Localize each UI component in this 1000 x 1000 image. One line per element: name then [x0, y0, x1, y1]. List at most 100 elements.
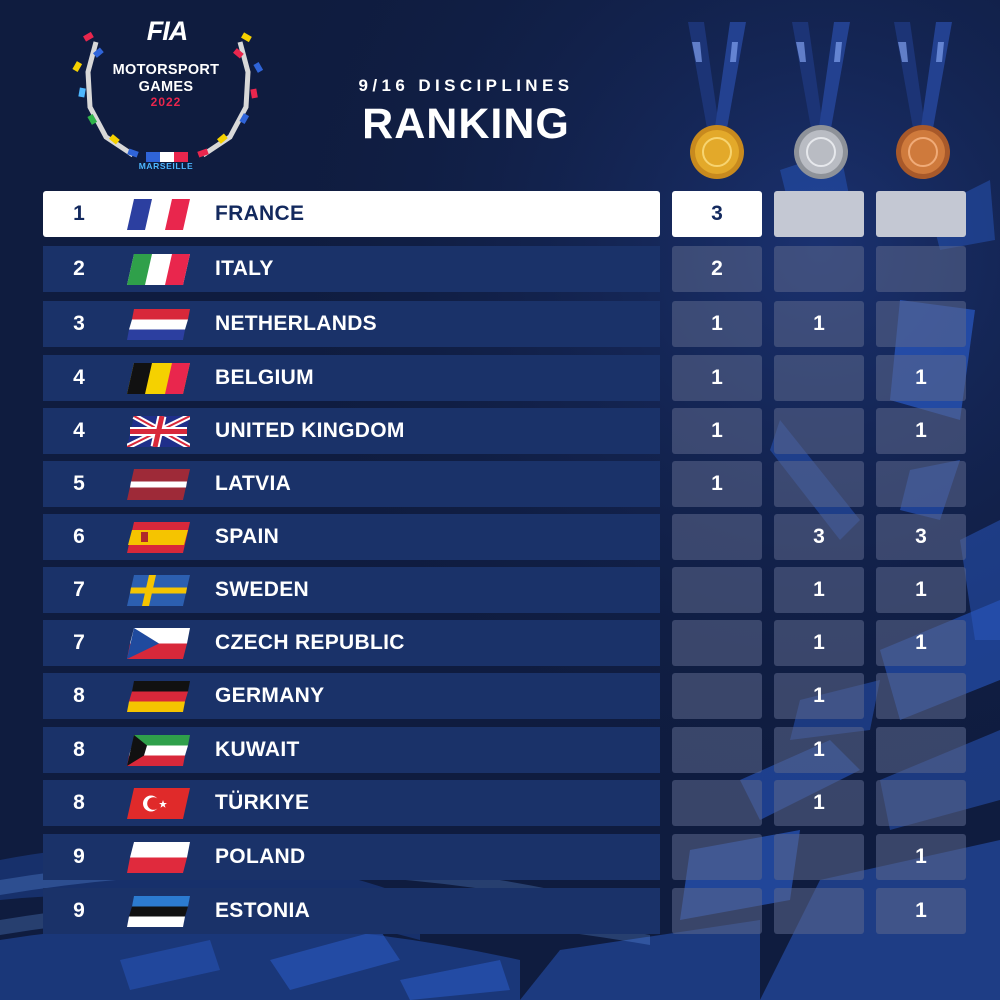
- silver-count: [774, 355, 864, 401]
- logo-year: 2022: [150, 95, 182, 109]
- rank: 9: [73, 845, 85, 868]
- gold-count: 1: [672, 461, 762, 507]
- italy-flag-icon: [127, 254, 190, 285]
- country-name: FRANCE: [215, 202, 305, 225]
- bronze-count: 1: [876, 567, 966, 613]
- table-row: 9 ESTONIA: [43, 888, 660, 934]
- gold-count: 3: [672, 191, 762, 237]
- country-name: CZECH REPUBLIC: [215, 631, 405, 654]
- fia-logo-text: FIA: [146, 16, 189, 46]
- bronze-count: [876, 301, 966, 347]
- table-row: 6 SPAIN: [43, 514, 660, 560]
- czech-republic-flag-icon: [127, 628, 190, 659]
- bronze-count: 1: [876, 834, 966, 880]
- bronze-count: 1: [876, 888, 966, 934]
- netherlands-flag-icon: [127, 309, 190, 340]
- country-name: ITALY: [215, 257, 274, 280]
- country-name: SWEDEN: [215, 578, 309, 601]
- silver-count: 1: [774, 780, 864, 826]
- table-row: 7 SWEDEN: [43, 567, 660, 613]
- country-name: ESTONIA: [215, 899, 311, 922]
- silver-count: 1: [774, 567, 864, 613]
- country-name: SPAIN: [215, 525, 280, 548]
- bronze-count: [876, 246, 966, 292]
- bronze-count: [876, 673, 966, 719]
- gold-count: 1: [672, 408, 762, 454]
- logo-city: MARSEILLE: [138, 161, 194, 171]
- rank: 8: [73, 684, 85, 707]
- silver-count: [774, 461, 864, 507]
- table-row: 4 UNITED KINGDOM: [43, 408, 660, 454]
- turkiye-flag-icon: [127, 788, 190, 819]
- table-row: 4 BELGIUM: [43, 355, 660, 401]
- country-name: GERMANY: [215, 684, 325, 707]
- bronze-count: [876, 780, 966, 826]
- silver-count: 3: [774, 514, 864, 560]
- rank: 4: [73, 366, 85, 389]
- country-name: UNITED KINGDOM: [215, 419, 405, 442]
- silver-count: 1: [774, 301, 864, 347]
- table-row: 8 KUWAIT: [43, 727, 660, 773]
- poland-flag-icon: [127, 842, 190, 873]
- france-flag-icon: [127, 199, 190, 230]
- country-name: NETHERLANDS: [215, 312, 377, 335]
- table-row: 8 TÜRKIYE: [43, 780, 660, 826]
- gold-medal-icon: [688, 22, 746, 179]
- table-row: 3 NETHERLANDS: [43, 301, 660, 347]
- rank: 4: [73, 419, 85, 442]
- gold-count: [672, 673, 762, 719]
- table-row: 2 ITALY: [43, 246, 660, 292]
- bronze-medal-icon: [894, 22, 952, 179]
- country-name: KUWAIT: [215, 738, 300, 761]
- gold-count: [672, 834, 762, 880]
- table-row: 7 CZECH REPUBLIC: [43, 620, 660, 666]
- rank: 6: [73, 525, 85, 548]
- gold-count: [672, 620, 762, 666]
- rank: 7: [73, 631, 85, 654]
- logo-line-2: GAMES: [138, 79, 194, 95]
- rank: 8: [73, 738, 85, 761]
- table-row: 1 FRANCE: [43, 191, 660, 237]
- table-row: 9 POLAND: [43, 834, 660, 880]
- bronze-count: 1: [876, 355, 966, 401]
- rank: 2: [73, 257, 85, 280]
- country-name: BELGIUM: [215, 366, 314, 389]
- rank: 5: [73, 472, 85, 495]
- page-title: RANKING: [362, 100, 570, 148]
- country-name: LATVIA: [215, 472, 292, 495]
- rank: 3: [73, 312, 85, 335]
- silver-count: 1: [774, 620, 864, 666]
- gold-count: [672, 780, 762, 826]
- belgium-flag-icon: [127, 363, 190, 394]
- silver-count: [774, 834, 864, 880]
- spain-flag-icon: [127, 522, 190, 553]
- latvia-flag-icon: [127, 469, 190, 500]
- bronze-count: 1: [876, 408, 966, 454]
- germany-flag-icon: [127, 681, 190, 712]
- page-subtitle: 9/16 DISCIPLINES: [358, 76, 574, 95]
- silver-count: 1: [774, 727, 864, 773]
- silver-count: 1: [774, 673, 864, 719]
- bronze-count: [876, 191, 966, 237]
- silver-count: [774, 246, 864, 292]
- silver-count: [774, 408, 864, 454]
- kuwait-flag-icon: [127, 735, 190, 766]
- sweden-flag-icon: [127, 575, 190, 606]
- gold-count: [672, 727, 762, 773]
- country-name: POLAND: [215, 845, 306, 868]
- rank: 7: [73, 578, 85, 601]
- rank: 9: [73, 899, 85, 922]
- table-row: 5 LATVIA: [43, 461, 660, 507]
- gold-count: 1: [672, 355, 762, 401]
- estonia-flag-icon: [127, 896, 190, 927]
- table-row: 8 GERMANY: [43, 673, 660, 719]
- bronze-count: 3: [876, 514, 966, 560]
- country-name: TÜRKIYE: [215, 791, 310, 814]
- silver-count: [774, 191, 864, 237]
- rank: 8: [73, 791, 85, 814]
- gold-count: 2: [672, 246, 762, 292]
- silver-medal-icon: [792, 22, 850, 179]
- bronze-count: [876, 727, 966, 773]
- bronze-count: [876, 461, 966, 507]
- bronze-count: 1: [876, 620, 966, 666]
